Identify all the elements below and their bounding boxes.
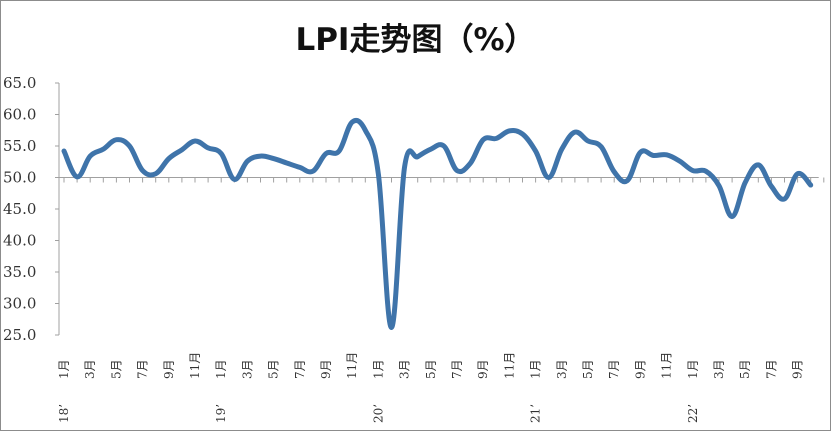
x-tick-label: 11月 <box>660 352 674 379</box>
y-tick-label: 55.0 <box>3 137 36 155</box>
svg-text:5月: 5月 <box>424 359 438 379</box>
svg-text:11月: 11月 <box>502 352 516 379</box>
svg-text:9月: 9月 <box>633 359 647 379</box>
y-tick-label: 45.0 <box>3 200 36 218</box>
svg-text:22’: 22’ <box>686 404 700 423</box>
svg-text:5月: 5月 <box>267 359 281 379</box>
svg-text:20’: 20’ <box>371 404 385 423</box>
y-tick-label: 50.0 <box>3 169 36 187</box>
x-tick-label: 1月 22’ <box>686 359 700 423</box>
svg-text:3月: 3月 <box>712 359 726 379</box>
y-tick-label: 30.0 <box>3 295 36 313</box>
svg-text:9月: 9月 <box>162 359 176 379</box>
svg-text:1月: 1月 <box>371 359 385 379</box>
svg-text:3月: 3月 <box>398 359 412 379</box>
x-tick-label: 5月 <box>738 359 752 379</box>
y-tick-label: 25.0 <box>3 326 36 344</box>
svg-text:3月: 3月 <box>240 359 254 379</box>
x-tick-label: 3月 <box>83 359 97 379</box>
svg-text:21’: 21’ <box>529 404 543 423</box>
svg-text:9月: 9月 <box>319 359 333 379</box>
x-tick-label: 5月 <box>581 359 595 379</box>
x-tick-label: 7月 <box>764 359 778 379</box>
svg-text:1月: 1月 <box>57 359 71 379</box>
svg-text:7月: 7月 <box>136 359 150 379</box>
x-tick-label: 9月 <box>791 359 805 379</box>
y-tick-label: 35.0 <box>3 263 36 281</box>
chart-title: LPI走势图（%） <box>295 22 536 58</box>
x-tick-label: 3月 <box>712 359 726 379</box>
x-tick-label: 3月 <box>555 359 569 379</box>
x-tick-label: 3月 <box>240 359 254 379</box>
x-tick-label: 11月 <box>502 352 516 379</box>
svg-text:7月: 7月 <box>764 359 778 379</box>
svg-text:5月: 5月 <box>738 359 752 379</box>
x-tick-label: 7月 <box>136 359 150 379</box>
svg-text:11月: 11月 <box>345 352 359 379</box>
x-tick-label: 1月 18’ <box>57 359 71 423</box>
svg-text:1月: 1月 <box>529 359 543 379</box>
svg-text:7月: 7月 <box>450 359 464 379</box>
svg-text:5月: 5月 <box>581 359 595 379</box>
svg-text:3月: 3月 <box>83 359 97 379</box>
svg-text:7月: 7月 <box>607 359 621 379</box>
svg-text:18’: 18’ <box>57 404 71 423</box>
x-tick-label: 1月 19’ <box>214 359 228 423</box>
svg-text:1月: 1月 <box>214 359 228 379</box>
lpi-series-line <box>61 117 814 330</box>
x-tick-label: 5月 <box>267 359 281 379</box>
x-tick-label: 7月 <box>450 359 464 379</box>
x-tick-label: 9月 <box>162 359 176 379</box>
x-tick-label: 9月 <box>319 359 333 379</box>
x-tick-label: 1月 20’ <box>371 359 385 423</box>
x-tick-label: 5月 <box>424 359 438 379</box>
x-tick-label: 3月 <box>398 359 412 379</box>
x-tick-label: 11月 <box>188 352 202 379</box>
svg-text:19’: 19’ <box>214 404 228 423</box>
svg-text:9月: 9月 <box>476 359 490 379</box>
svg-text:11月: 11月 <box>660 352 674 379</box>
svg-text:9月: 9月 <box>791 359 805 379</box>
x-tick-label: 1月 21’ <box>529 359 543 423</box>
svg-text:11月: 11月 <box>188 352 202 379</box>
x-tick-label: 7月 <box>607 359 621 379</box>
x-tick-label: 9月 <box>633 359 647 379</box>
x-tick-label: 7月 <box>293 359 307 379</box>
svg-text:7月: 7月 <box>293 359 307 379</box>
x-tick-label: 11月 <box>345 352 359 379</box>
svg-text:1月: 1月 <box>686 359 700 379</box>
svg-text:5月: 5月 <box>109 359 123 379</box>
svg-text:3月: 3月 <box>555 359 569 379</box>
x-tick-label: 5月 <box>109 359 123 379</box>
x-tick-label: 9月 <box>476 359 490 379</box>
y-tick-label: 60.0 <box>3 106 36 124</box>
y-tick-label: 65.0 <box>3 74 36 92</box>
y-tick-label: 40.0 <box>3 232 36 250</box>
